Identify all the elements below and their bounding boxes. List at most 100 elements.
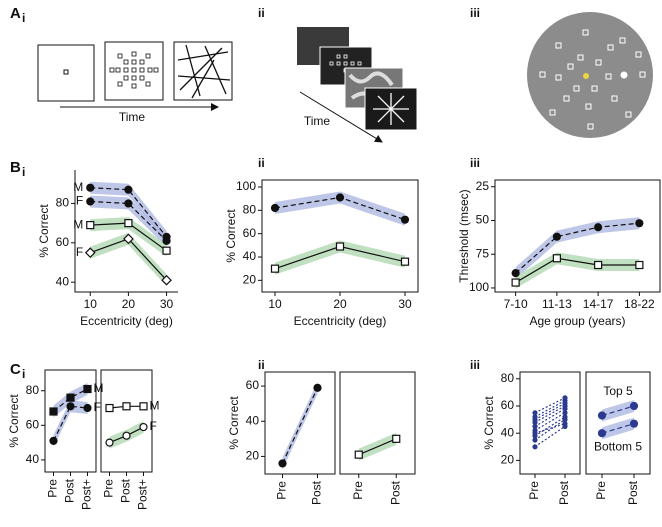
axes-frame: [74, 170, 178, 293]
data-point: [66, 402, 75, 411]
y-tick-label: 60: [26, 417, 40, 431]
data-point: [49, 436, 58, 445]
data-point: [86, 197, 95, 206]
x-tick-label: 20: [122, 297, 136, 311]
axes-frame: [494, 179, 661, 293]
data-point: [562, 395, 568, 401]
panel-label: i: [22, 367, 25, 381]
confidence-band: [275, 240, 405, 275]
x-tick-label: Post+: [136, 479, 150, 510]
data-point: [86, 220, 95, 230]
y-tick-label: 25: [476, 179, 490, 193]
series-label: F: [76, 245, 83, 259]
x-tick-label: Pre: [275, 481, 289, 500]
data-point: [597, 429, 607, 438]
data-point: [66, 393, 75, 402]
axes-frame: [339, 371, 416, 475]
y-tick-label: 20: [246, 449, 260, 463]
y-tick-label: 20: [501, 453, 515, 467]
confidence-band: [90, 217, 167, 257]
data-point: [594, 223, 603, 232]
data-point: [162, 246, 171, 255]
series-line: [534, 402, 566, 421]
series-label: M: [94, 381, 104, 395]
data-point: [105, 403, 114, 413]
data-point: [400, 215, 410, 224]
x-axis-label: Eccentricity (deg): [294, 314, 387, 328]
data-point: [392, 434, 401, 443]
data-point: [629, 401, 639, 411]
schematic-aii: [297, 27, 418, 143]
data-point: [139, 422, 148, 432]
series-label: F: [76, 194, 83, 208]
y-tick-label: 60: [243, 226, 257, 240]
data-point: [162, 236, 171, 245]
panel-label: A: [10, 5, 21, 22]
series-line: [53, 388, 88, 412]
data-point: [532, 423, 538, 429]
panel-label: iii: [470, 358, 480, 372]
x-tick-label: Pre: [351, 481, 365, 500]
data-point: [635, 260, 644, 270]
data-point: [562, 421, 568, 427]
series-label: M: [73, 217, 83, 231]
schematic-aiii: [527, 12, 653, 138]
axes-frame: [264, 371, 336, 475]
y-tick-label: 80: [26, 383, 40, 397]
x-tick-label: 18-22: [624, 297, 655, 311]
y-tick-label: 80: [56, 196, 70, 210]
x-tick-label: 11-13: [542, 297, 572, 311]
axes-frame: [519, 371, 581, 475]
x-tick-label: Post: [310, 480, 324, 505]
y-tick-label: 40: [501, 425, 515, 439]
y-tick-label: 75: [476, 246, 490, 260]
y-tick-label: 100: [469, 280, 489, 294]
series-line: [534, 423, 566, 434]
y-axis-label: % Correct: [482, 396, 496, 450]
data-point: [270, 264, 280, 273]
x-tick-label: Post: [557, 480, 571, 505]
series-line: [52, 405, 88, 442]
y-tick-label: 60: [246, 378, 260, 392]
data-point: [597, 411, 607, 420]
series-label: F: [94, 400, 101, 414]
panel-label: B: [10, 159, 21, 176]
y-tick-label: 80: [243, 203, 257, 217]
y-tick-label: 60: [501, 398, 515, 412]
data-point: [552, 254, 561, 263]
x-tick-label: 7-10: [504, 297, 528, 311]
data-point: [122, 402, 131, 411]
confidence-band: [90, 195, 167, 247]
data-point: [532, 437, 538, 443]
panel-label: iii: [470, 6, 480, 20]
series-label: M: [73, 180, 83, 194]
y-tick-label: 40: [243, 249, 257, 263]
time-label: Time: [119, 110, 146, 124]
data-point: [532, 444, 538, 450]
panel-label: ii: [258, 156, 265, 170]
y-axis-label: Threshold (msec): [457, 189, 471, 282]
confidence-band: [515, 252, 640, 289]
data-point: [594, 260, 603, 270]
data-point: [335, 242, 345, 251]
series-label: F: [150, 419, 157, 433]
series-line: [534, 405, 566, 423]
series-line: [534, 408, 566, 427]
x-tick-label: 20: [333, 297, 347, 311]
data-point: [139, 402, 148, 411]
data-point: [532, 427, 538, 434]
x-tick-label: Post: [119, 478, 133, 503]
data-point: [278, 459, 287, 468]
series-line: [601, 423, 635, 434]
series-line: [281, 387, 319, 464]
data-point: [532, 410, 538, 416]
series-label: Top 5: [603, 384, 633, 398]
data-point: [105, 438, 114, 447]
data-point: [124, 199, 133, 208]
x-tick-label: 30: [160, 297, 174, 311]
y-tick-label: 40: [246, 413, 260, 427]
data-point: [635, 219, 644, 228]
x-tick-label: Post: [63, 478, 77, 503]
panel-label: i: [22, 165, 25, 179]
data-point: [83, 403, 92, 413]
